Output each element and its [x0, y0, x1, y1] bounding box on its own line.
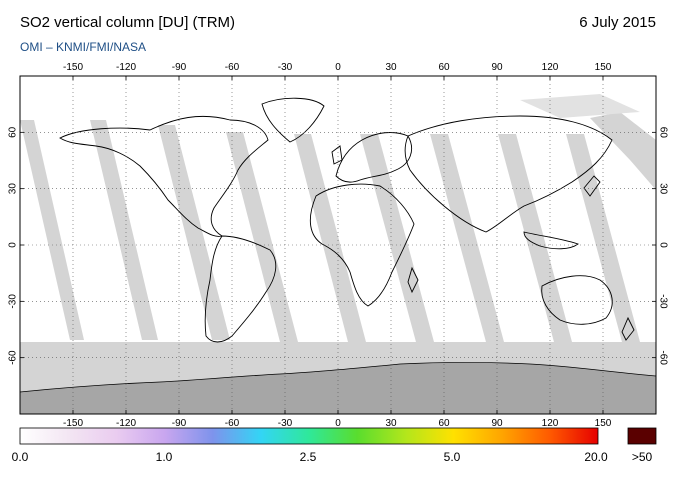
data-gap-swath	[566, 134, 640, 342]
lon-tick-label: 60	[438, 62, 450, 73]
lon-tick-label: -120	[116, 62, 136, 73]
lon-tick-label: 120	[542, 62, 559, 73]
latitude-ticks-left: 60 30 0 -30 -60	[8, 126, 24, 365]
british-isles-coast	[331, 145, 343, 165]
lat-tick-label: 60	[657, 127, 668, 139]
longitude-ticks-bottom: -150 -120 -90 -60 -30 0 30 60 90 120 150	[63, 410, 612, 429]
greenland-coast	[261, 97, 325, 143]
lon-tick-label: -30	[278, 418, 293, 429]
lon-tick-label: -120	[116, 418, 136, 429]
lat-tick-label: -60	[8, 350, 19, 365]
colorbar-label-0: 0.0	[11, 450, 29, 464]
data-gap-swath	[226, 132, 298, 342]
australia-coast	[541, 275, 613, 325]
lon-tick-label: 60	[438, 418, 450, 429]
lon-tick-label: 90	[491, 62, 503, 73]
new-zealand-coast	[621, 316, 635, 341]
latitude-ticks-right: 60 30 0 -30 -60	[652, 127, 668, 365]
colorbar-label-2: 2.5	[299, 450, 317, 464]
colorbar-label-1: 1.0	[155, 450, 173, 464]
longitude-ticks-top: -150 -120 -90 -60 -30 0 30 60 90 120 150	[63, 62, 612, 80]
colorbar-overflow-label: >50	[631, 450, 653, 464]
coastlines	[59, 97, 635, 343]
lon-tick-label: -60	[225, 418, 240, 429]
lat-tick-label: -30	[8, 294, 19, 309]
africa-coast	[309, 183, 415, 307]
europe-coast	[335, 132, 412, 183]
graticule	[20, 76, 656, 414]
map-title: SO2 vertical column [DU] (TRM)	[20, 14, 236, 31]
lon-tick-label: 150	[595, 62, 612, 73]
data-gap-swath	[158, 125, 230, 340]
lon-tick-label: -60	[225, 62, 240, 73]
lat-tick-label: 0	[8, 242, 19, 248]
data-gap-swath	[430, 134, 504, 342]
lat-tick-label: 60	[8, 126, 19, 138]
lat-tick-label: -30	[657, 294, 668, 309]
data-gap-swath	[20, 120, 84, 340]
map-plot-area	[20, 76, 656, 414]
data-gap-swath	[498, 134, 572, 342]
lon-tick-label: -90	[172, 62, 187, 73]
colorbar-overflow-box	[627, 427, 657, 445]
southeast-asia-islands	[523, 231, 579, 250]
lon-tick-label: 120	[542, 418, 559, 429]
japan-coast	[583, 175, 601, 197]
lon-tick-label: -150	[63, 418, 83, 429]
lat-tick-label: 30	[657, 183, 668, 195]
data-gap-swath	[590, 112, 656, 190]
colorbar-label-3: 5.0	[443, 450, 461, 464]
north-america-coast	[59, 115, 269, 237]
lat-tick-label: 30	[8, 183, 19, 195]
asia-coast	[404, 115, 613, 233]
lon-tick-label: -30	[278, 62, 293, 73]
data-gap-swath	[294, 134, 366, 342]
lon-tick-label: -90	[172, 418, 187, 429]
map-date: 6 July 2015	[579, 14, 656, 31]
lon-tick-label: -150	[63, 62, 83, 73]
data-source-credit: OMI – KNMI/FMI/NASA	[20, 40, 147, 54]
lon-tick-label: 30	[385, 62, 397, 73]
colorbar	[19, 427, 599, 445]
lat-tick-label: 0	[657, 242, 668, 248]
madagascar-coast	[407, 266, 419, 294]
lon-tick-label: 150	[595, 418, 612, 429]
data-gap-swath	[90, 120, 158, 340]
colorbar-label-4: 20.0	[584, 450, 608, 464]
lat-tick-label: -60	[657, 350, 668, 365]
lon-tick-label: 30	[385, 418, 397, 429]
lon-tick-label: 0	[335, 418, 341, 429]
lon-tick-label: 90	[491, 418, 503, 429]
lon-tick-label: 0	[335, 62, 341, 73]
